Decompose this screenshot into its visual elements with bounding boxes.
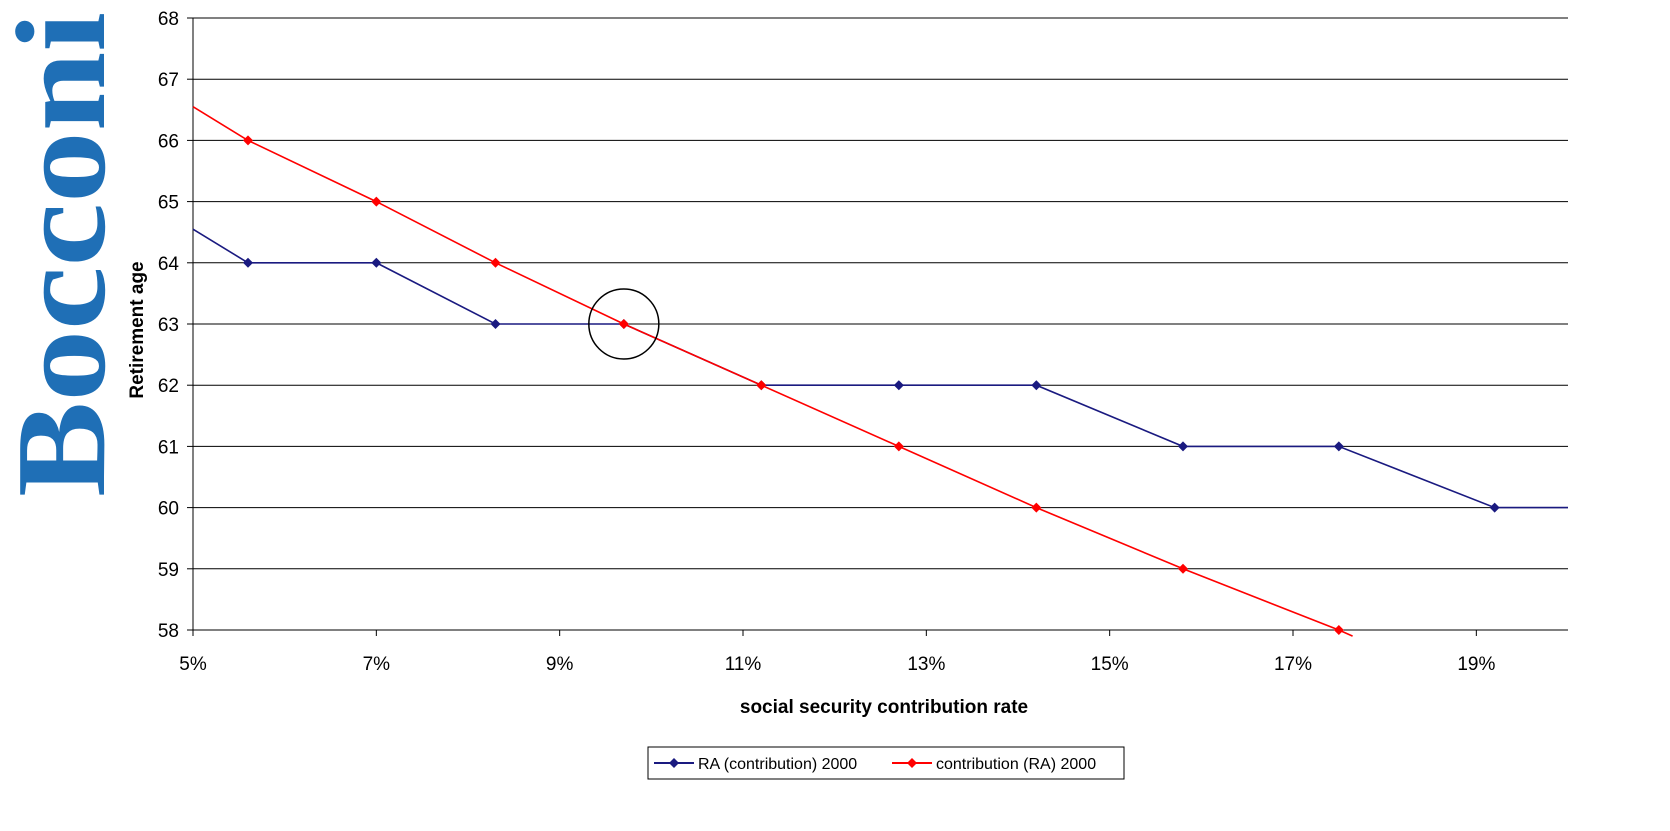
- axes: [187, 17, 1568, 636]
- data-point-1: [893, 380, 904, 391]
- x-tick-label: 7%: [363, 654, 391, 675]
- data-point-2: [1031, 502, 1042, 513]
- data-point-2: [490, 257, 501, 268]
- y-tick-labels: 58 59 60 61 62 63 64 65 66 67 68: [158, 9, 180, 642]
- data-point-1: [1489, 502, 1500, 513]
- y-axis-title: Retirement age: [127, 261, 148, 398]
- data-point-2: [618, 319, 629, 329]
- x-tick-label: 5%: [179, 654, 207, 675]
- data-point-1: [1178, 441, 1188, 452]
- legend-box: [647, 746, 1125, 780]
- y-tick-label: 62: [158, 376, 179, 397]
- series-line-1: [192, 228, 1568, 509]
- data-point-2: [243, 135, 253, 146]
- series-line-2: [192, 106, 1353, 637]
- y-tick-label: 67: [158, 70, 179, 91]
- data-point-2: [756, 380, 767, 391]
- data-point-1: [490, 319, 501, 329]
- legend-marker-1: [669, 758, 679, 768]
- x-tick-label: 17%: [1274, 654, 1312, 675]
- legend-label-2: contribution (RA) 2000: [936, 756, 1096, 773]
- data-point-2: [1178, 563, 1188, 574]
- y-tick-label: 66: [158, 131, 179, 152]
- y-tick-label: 65: [158, 193, 179, 214]
- data-point-1: [371, 257, 382, 268]
- bocconi-logo: Bocconi: [0, 12, 120, 497]
- x-tick-label: 19%: [1457, 654, 1495, 675]
- data-point-2: [893, 441, 904, 452]
- x-axis-title: social security contribution rate: [740, 697, 1028, 718]
- x-tick-labels: 5% 7% 9% 11% 13% 15% 17% 19%: [179, 654, 1495, 675]
- legend: RA (contribution) 2000 contribution (RA)…: [647, 746, 1125, 780]
- data-point-1: [1031, 380, 1042, 391]
- annotations: [588, 288, 660, 360]
- x-tick-label: 13%: [907, 654, 945, 675]
- legend-label-1: RA (contribution) 2000: [698, 756, 857, 773]
- highlight-circle: [588, 288, 660, 360]
- x-tick-label: 11%: [725, 654, 762, 675]
- data-point-1: [243, 257, 253, 268]
- y-tick-label: 60: [158, 499, 179, 520]
- series-layer: [192, 106, 1568, 637]
- x-tick-label: 15%: [1091, 654, 1129, 675]
- data-point-2: [371, 196, 382, 207]
- y-tick-label: 59: [158, 560, 179, 581]
- y-tick-label: 68: [158, 9, 179, 30]
- gridlines: [193, 17, 1568, 631]
- y-tick-label: 58: [158, 621, 179, 642]
- legend-marker-2: [907, 758, 917, 768]
- data-point-2: [1333, 625, 1344, 635]
- logo-text: Bocconi: [0, 12, 120, 497]
- y-tick-label: 64: [158, 254, 180, 275]
- y-tick-label: 63: [158, 315, 179, 336]
- data-point-1: [1333, 441, 1344, 452]
- y-tick-label: 61: [158, 437, 179, 458]
- x-tick-label: 9%: [546, 654, 574, 675]
